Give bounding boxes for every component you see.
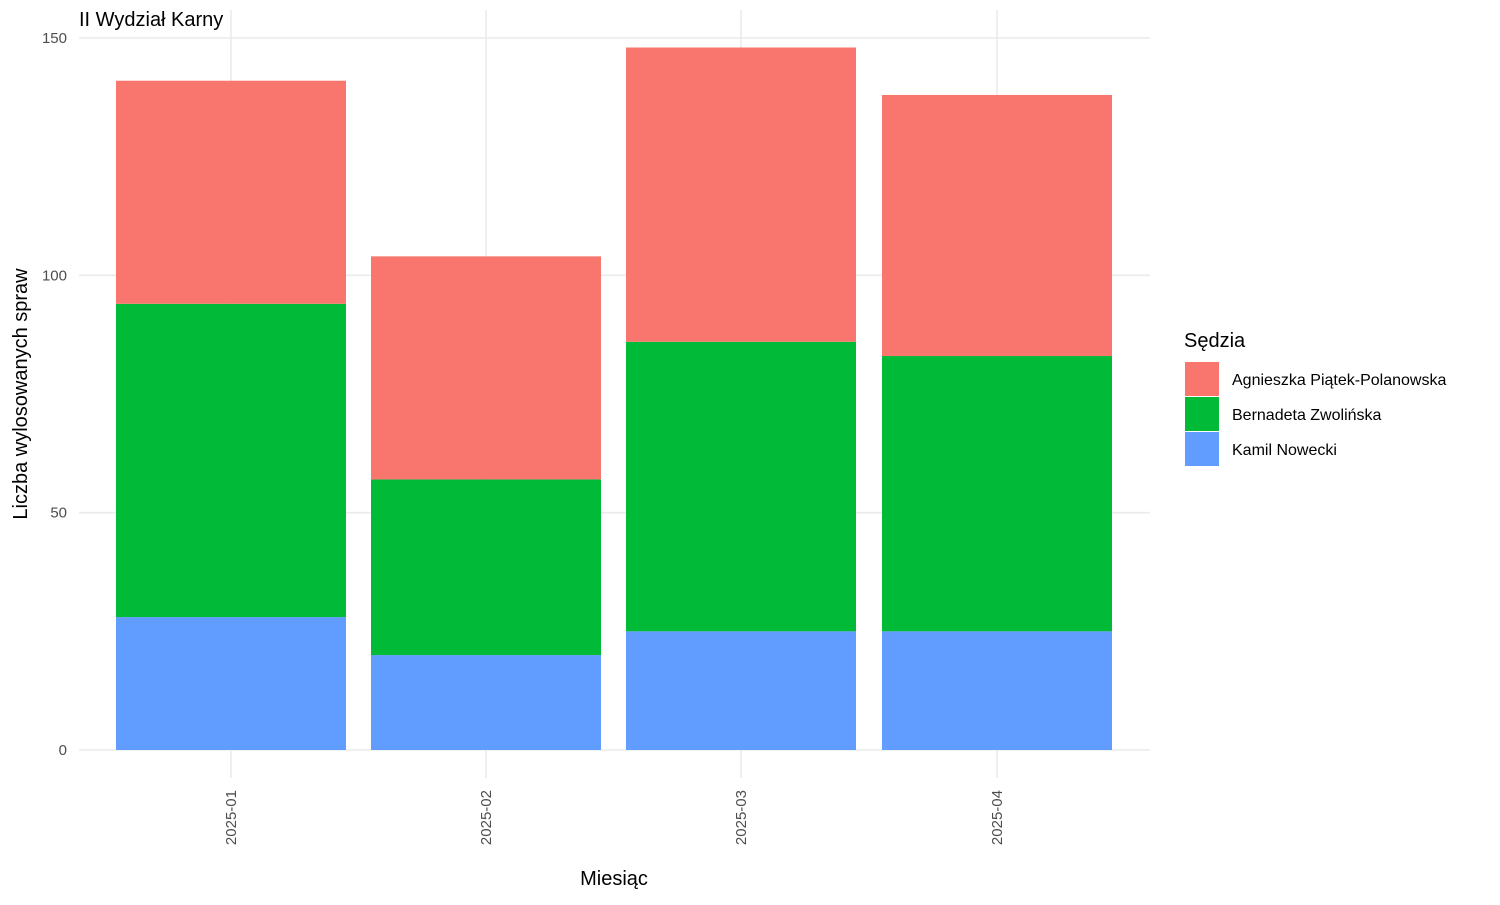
legend-items: Agnieszka Piątek-Polanowska Bernadeta Zwo… <box>1185 362 1446 466</box>
bar-segment <box>116 617 346 750</box>
y-tick-label: 0 <box>59 742 67 759</box>
bar-segment <box>116 80 346 304</box>
bar-segment <box>626 47 856 342</box>
x-tick-label: 2025-04 <box>989 790 1006 845</box>
bar-segment <box>626 341 856 632</box>
bar-segment <box>882 356 1112 632</box>
bar-segment <box>882 94 1112 357</box>
legend-label: Bernadeta Zwolińska <box>1232 407 1382 424</box>
legend-key <box>1185 397 1219 431</box>
x-axis-ticks: 2025-01 2025-02 2025-03 2025-04 <box>223 790 1006 845</box>
bars-layer <box>116 47 1112 750</box>
legend-title: Sędzia <box>1184 330 1246 352</box>
legend-label: Kamil Nowecki <box>1232 442 1337 459</box>
bar-segment <box>116 303 346 618</box>
x-axis-title: Miesiąc <box>580 868 648 890</box>
x-tick-label: 2025-03 <box>733 790 750 845</box>
legend-key <box>1185 362 1219 396</box>
bar-segment <box>882 631 1112 750</box>
y-tick-label: 150 <box>42 30 67 47</box>
bar-segment <box>371 479 601 656</box>
bar-segment <box>371 655 601 750</box>
y-tick-label: 100 <box>42 267 67 284</box>
y-axis-ticks: 0 50 100 150 <box>42 30 67 759</box>
chart-title: II Wydział Karny <box>79 9 223 31</box>
x-tick-label: 2025-02 <box>478 790 495 845</box>
legend-label: Agnieszka Piątek-Polanowska <box>1232 372 1446 389</box>
bar-segment <box>626 631 856 750</box>
legend: Sędzia Agnieszka Piątek-Polanowska Bernad… <box>1184 330 1446 466</box>
y-tick-label: 50 <box>50 505 67 522</box>
x-tick-label: 2025-01 <box>223 790 240 845</box>
y-axis-title: Liczba wylosowanych spraw <box>10 268 32 520</box>
bar-segment <box>371 256 601 480</box>
legend-key <box>1185 432 1219 466</box>
